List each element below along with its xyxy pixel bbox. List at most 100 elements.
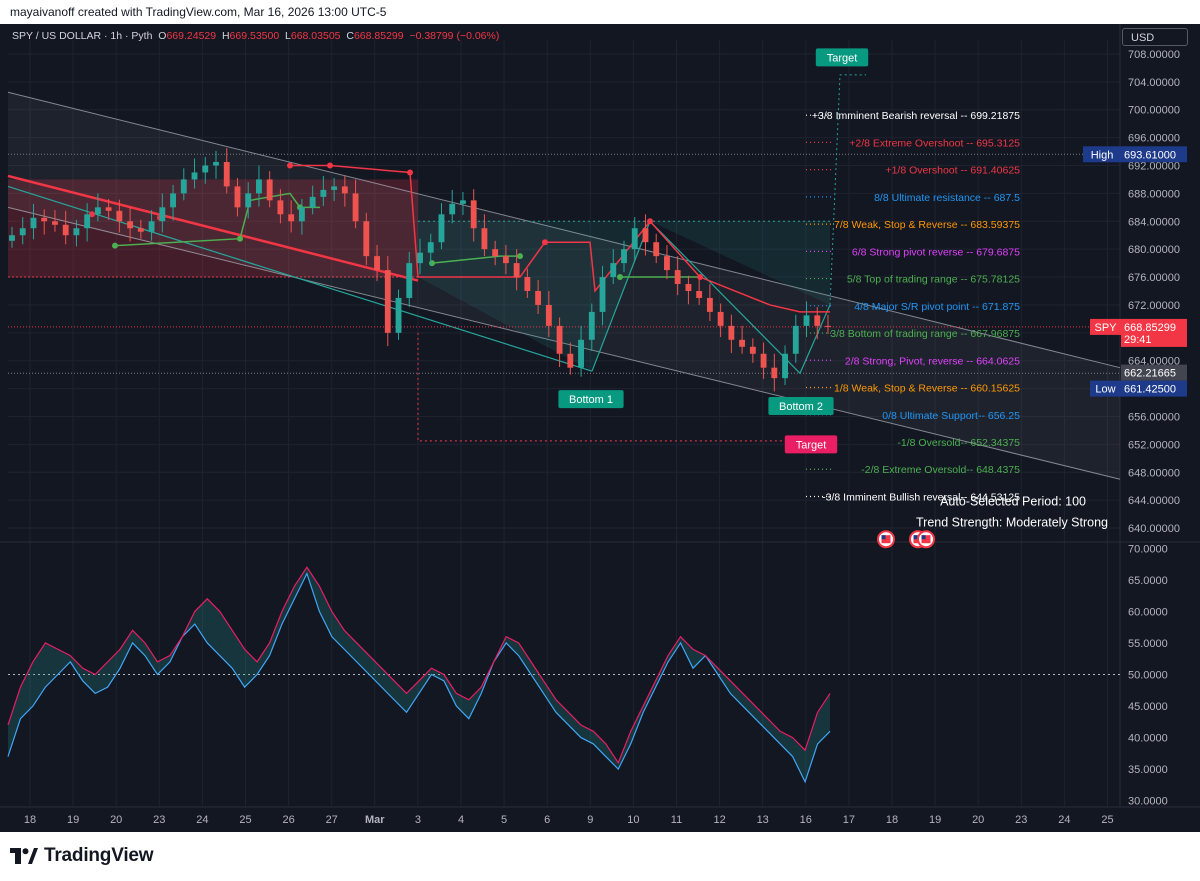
- legend-symbol: SPY / US DOLLAR · 1h · Pyth: [12, 30, 153, 42]
- candle-body: [760, 353, 767, 368]
- pink-trendline: [7, 174, 419, 282]
- candle-body: [417, 252, 423, 264]
- price-tick-label: 656.00000: [1128, 412, 1180, 424]
- signal-dot-red: [287, 162, 293, 169]
- price-tag-label: High: [1091, 149, 1114, 161]
- candle-body: [524, 277, 531, 291]
- candle-body: [825, 325, 831, 327]
- osc-fill-segment: [32, 642, 46, 707]
- candle-body: [9, 235, 15, 241]
- time-tick-label: 19: [929, 814, 941, 826]
- oscillator-pane: [7, 566, 1120, 784]
- us-flag-canton: [913, 535, 918, 540]
- target-bottom-label-text: Target: [796, 439, 827, 451]
- murrey-level-label: -3/8 Imminent Bullish reversal-- 644.531…: [822, 491, 1020, 503]
- murrey-level-label: -1/8 Oversold-- 652.34375: [897, 437, 1020, 449]
- osc-fill-segment: [556, 699, 569, 725]
- trend-text: Trend Strength: Moderately Strong: [916, 516, 1108, 530]
- price-tag-bg: [1121, 364, 1187, 381]
- osc-fill-segment: [730, 680, 743, 707]
- candle-body: [341, 186, 348, 194]
- murrey-level-label: 5/8 Top of trading range -- 675.78125: [847, 274, 1020, 286]
- osc-fill-segment: [792, 737, 806, 782]
- legend-low-label: L: [285, 30, 291, 42]
- legend-open: 669.24529: [166, 30, 217, 42]
- osc-fill-segment: [120, 630, 133, 669]
- candle-body: [481, 228, 488, 250]
- candle-body: [513, 263, 520, 278]
- murrey-level-label: 4/8 Major S/R pivot point -- 671.875: [854, 301, 1020, 313]
- price-tick-label: 708.00000: [1128, 49, 1180, 61]
- price-tag-value: 661.42500: [1124, 384, 1176, 396]
- target-bottom-label: Target: [784, 435, 838, 454]
- candle-body: [191, 172, 198, 180]
- osc-tick-label: 30.0000: [1128, 796, 1168, 808]
- candle-body: [245, 193, 252, 208]
- candle-body: [685, 284, 692, 291]
- teal-trendline: [7, 185, 593, 372]
- osc-fill-segment: [369, 655, 382, 688]
- osc-fill-segment: [394, 680, 407, 713]
- candle-body: [384, 270, 391, 333]
- price-tick-label: 680.00000: [1128, 244, 1180, 256]
- price-tick-label: 704.00000: [1128, 77, 1180, 89]
- candle-body: [449, 203, 456, 215]
- osc-fill-segment: [780, 731, 793, 757]
- osc-fill-segment: [668, 636, 681, 662]
- candle-body: [148, 221, 155, 232]
- osc-fill-segment: [20, 661, 33, 719]
- price-tick-label: 652.00000: [1128, 439, 1180, 451]
- channel-upper-line: [7, 91, 1121, 369]
- osc-fill-segment: [70, 655, 83, 681]
- murrey-level-label: +3/8 Imminent Bearish reversal -- 699.21…: [812, 110, 1020, 122]
- candle-body: [105, 207, 112, 211]
- candle-body: [73, 228, 80, 236]
- signal-dot-red: [647, 218, 653, 225]
- price-tag-label: SPY: [1094, 322, 1117, 334]
- candle-body: [621, 249, 627, 264]
- osc-fill-segment: [344, 630, 357, 662]
- candle-body: [363, 221, 370, 257]
- time-tick-label: 18: [886, 814, 898, 826]
- price-tick-label: 676.00000: [1128, 272, 1180, 284]
- us-flag-stripes: [921, 535, 931, 544]
- candle-body: [288, 214, 295, 222]
- time-tick-label: 17: [843, 814, 855, 826]
- signal-dot-red: [407, 169, 413, 176]
- candle-body: [30, 217, 37, 229]
- price-tick-label: 672.00000: [1128, 300, 1180, 312]
- candle-body: [395, 297, 402, 333]
- candle-body: [52, 221, 58, 225]
- signal-dot-red: [89, 211, 95, 218]
- osc-fill-segment: [8, 687, 21, 757]
- price-tag: 662.21665: [1121, 364, 1187, 381]
- candles: [9, 148, 831, 392]
- osc-fill-segment: [518, 642, 532, 675]
- tradingview-logo-icon: [10, 848, 38, 864]
- osc-fill-segment: [282, 586, 295, 625]
- time-tick-label: 20: [972, 814, 984, 826]
- osc-fill-segment: [693, 649, 706, 669]
- header-bar: mayaivanoff created with TradingView.com…: [0, 0, 1200, 24]
- osc-tick-label: 35.0000: [1128, 764, 1168, 776]
- osc-fill-segment: [319, 586, 332, 637]
- time-tick-label: 4: [458, 814, 464, 826]
- time-tick-label: 5: [501, 814, 507, 826]
- candle-body: [696, 291, 703, 298]
- legend-close: 668.85299: [353, 30, 404, 42]
- signal-dot-green: [617, 274, 623, 281]
- symbol-legend: SPY / US DOLLAR · 1h · Pyth O669.24529 H…: [12, 30, 499, 42]
- target-up-line: [829, 74, 866, 305]
- time-tick-label: 23: [1015, 814, 1027, 826]
- candle-body: [803, 315, 810, 326]
- osc-fill-segment: [443, 674, 457, 707]
- time-tick-label: 27: [326, 814, 338, 826]
- tradingview-logo[interactable]: TradingView: [10, 845, 154, 867]
- currency-selector[interactable]: USD: [1122, 28, 1188, 46]
- chart-canvas[interactable]: +3/8 Imminent Bearish reversal -- 699.21…: [0, 24, 1200, 832]
- time-tick-label: 26: [282, 814, 294, 826]
- candle-body: [427, 242, 434, 253]
- price-tag-bg: [1121, 146, 1187, 163]
- candle-body: [213, 162, 219, 166]
- price-tag-label: Low: [1095, 384, 1115, 396]
